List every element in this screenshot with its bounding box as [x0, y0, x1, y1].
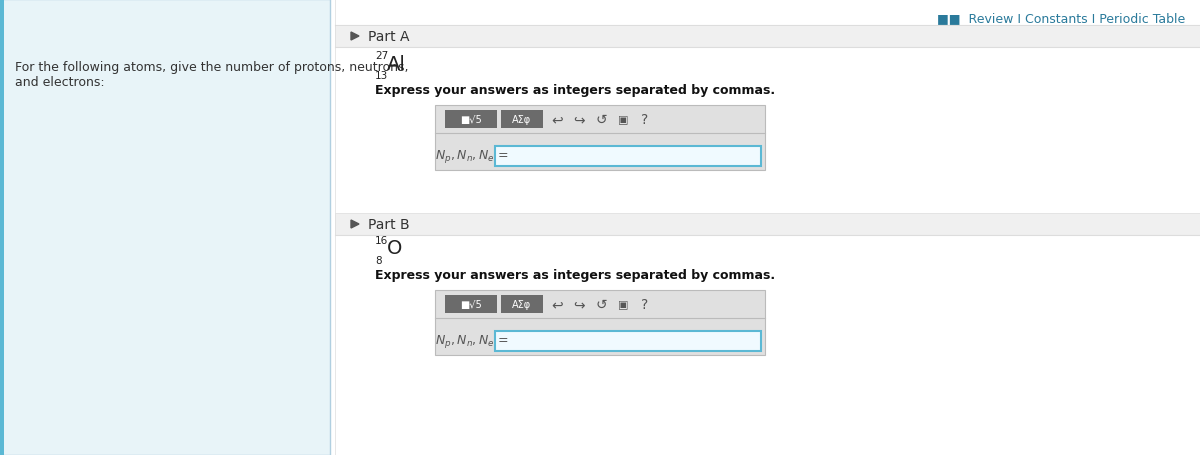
Text: ↺: ↺	[595, 113, 607, 127]
Bar	[335, 213, 1200, 236]
Text: AΣφ: AΣφ	[512, 115, 532, 125]
Text: Al: Al	[386, 55, 406, 73]
Text: 27: 27	[374, 51, 389, 61]
Text: ↪: ↪	[574, 113, 584, 127]
Text: ?: ?	[641, 113, 649, 127]
Text: ■√5: ■√5	[460, 299, 482, 309]
Text: 16: 16	[374, 236, 389, 245]
Polygon shape	[352, 33, 359, 41]
Text: ▣: ▣	[618, 115, 629, 125]
Bar	[0, 0, 330, 455]
Text: 8: 8	[374, 255, 382, 265]
Text: Express your answers as integers separated by commas.: Express your answers as integers separat…	[374, 268, 775, 281]
Bar	[502, 111, 542, 129]
Text: $N_p, N_n, N_e$ =: $N_p, N_n, N_e$ =	[436, 148, 509, 165]
Text: ■√5: ■√5	[460, 115, 482, 125]
Bar	[335, 26, 1200, 48]
Text: For the following atoms, give the number of protons, neutrons,
and electrons:: For the following atoms, give the number…	[14, 61, 408, 89]
Text: ▣: ▣	[618, 299, 629, 309]
Text: Express your answers as integers separated by commas.: Express your answers as integers separat…	[374, 84, 775, 97]
Text: 13: 13	[374, 71, 389, 81]
Bar	[445, 295, 497, 313]
Text: O: O	[386, 239, 402, 258]
Text: ↪: ↪	[574, 298, 584, 311]
Text: Part B: Part B	[368, 217, 409, 232]
Bar	[445, 111, 497, 129]
Text: ↩: ↩	[551, 298, 563, 311]
Bar	[436, 106, 766, 171]
Polygon shape	[352, 221, 359, 228]
Bar	[502, 295, 542, 313]
Text: ?: ?	[641, 298, 649, 311]
Text: Part A: Part A	[368, 30, 409, 44]
Text: ↩: ↩	[551, 113, 563, 127]
Text: ↺: ↺	[595, 298, 607, 311]
Text: $N_p, N_n, N_e$ =: $N_p, N_n, N_e$ =	[436, 333, 509, 350]
Bar	[0, 0, 4, 455]
Bar	[335, 0, 1200, 455]
Bar	[496, 331, 761, 351]
Bar	[496, 147, 761, 167]
Text: AΣφ: AΣφ	[512, 299, 532, 309]
Bar	[436, 290, 766, 355]
Text: ■■  Review I Constants I Periodic Table: ■■ Review I Constants I Periodic Table	[937, 12, 1186, 25]
